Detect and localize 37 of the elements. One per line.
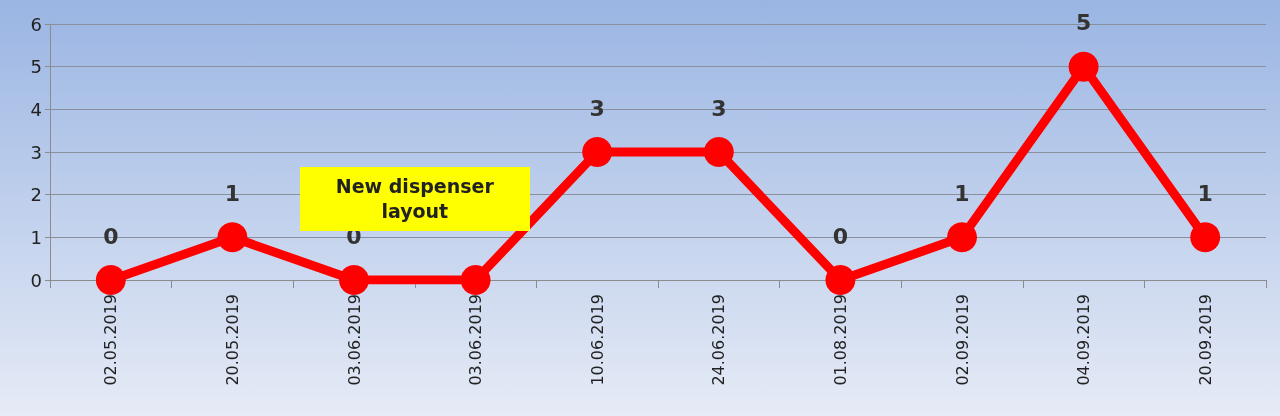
y-tick-label: 5 [30, 56, 42, 78]
data-label: 0 [103, 223, 119, 249]
point [825, 265, 856, 295]
x-tick-label: 03.06.2019 [344, 294, 364, 386]
point [703, 137, 734, 167]
y-tick-label: 4 [30, 98, 42, 120]
data-label: 1 [954, 180, 970, 206]
x-tick-label: 02.09.2019 [952, 294, 972, 386]
point [95, 265, 126, 295]
x-tick-label: 20.05.2019 [222, 294, 242, 386]
x-tick-label: 04.09.2019 [1074, 294, 1094, 386]
data-label: 0 [832, 223, 849, 249]
point [460, 265, 491, 295]
data-label: 3 [711, 95, 727, 121]
annotation: New dispenser layout [334, 173, 495, 224]
point [582, 137, 613, 167]
point [339, 265, 369, 295]
x-tick-label: 10.06.2019 [587, 294, 607, 386]
y-tick-label: 6 [30, 13, 42, 35]
y-tick-label: 0 [30, 269, 42, 291]
y-tick-label: 2 [30, 184, 42, 206]
data-label: 1 [224, 180, 241, 206]
data-label: 3 [589, 95, 605, 121]
x-tick-label: 20.09.2019 [1195, 294, 1215, 386]
y-tick-label: 1 [30, 226, 42, 248]
data-label: 5 [1075, 10, 1092, 36]
x-tick-label: 02.05.2019 [101, 294, 121, 386]
point [1190, 222, 1221, 253]
x-tick-label: 01.08.2019 [830, 294, 850, 386]
y-tick-label: 3 [30, 141, 42, 163]
point [217, 222, 248, 253]
point [947, 222, 977, 253]
note-box: New dispenser layout [299, 166, 530, 231]
x-tick-label: 03.06.2019 [466, 294, 486, 386]
x-tick-label: 24.06.2019 [709, 294, 729, 386]
point [1068, 51, 1099, 82]
data-label: 1 [1197, 180, 1213, 206]
